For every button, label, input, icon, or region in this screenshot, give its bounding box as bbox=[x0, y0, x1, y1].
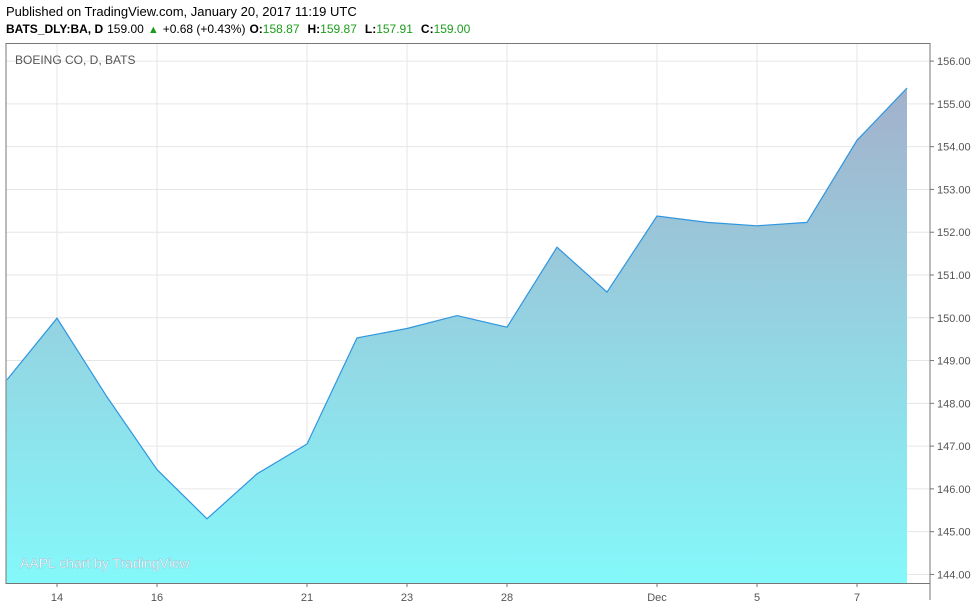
y-tick-label: 150.00 bbox=[937, 313, 971, 325]
price-line bbox=[6, 87, 908, 520]
chart-title: BOEING CO, D, BATS bbox=[15, 53, 135, 67]
quote-summary: BATS_DLY:BA, D 159.00 ▲ +0.68 (+0.43%) O:158… bbox=[6, 22, 478, 36]
last-price: 159.00 bbox=[107, 22, 144, 36]
x-tick-label: 14 bbox=[51, 592, 63, 604]
open-value: 158.87 bbox=[262, 22, 300, 36]
y-tick-label: 148.00 bbox=[937, 398, 971, 410]
price-axis[interactable]: 156.00 155.00 154.00 153.00 152.00 151.00 150.… bbox=[930, 56, 971, 581]
x-tick-label: 16 bbox=[151, 592, 163, 604]
y-tick-label: 152.00 bbox=[937, 227, 971, 239]
x-tick-label: 21 bbox=[301, 592, 313, 604]
price-change: +0.68 (+0.43%) bbox=[162, 22, 246, 36]
y-tick-label: 144.00 bbox=[937, 569, 971, 581]
high-label: H: bbox=[307, 22, 321, 36]
up-arrow-icon: ▲ bbox=[147, 24, 159, 36]
published-notice: Published on TradingView.com, January 20… bbox=[6, 4, 357, 19]
y-tick-label: 147.00 bbox=[937, 441, 971, 453]
y-tick-label: 149.00 bbox=[937, 356, 971, 368]
x-tick-label: Dec bbox=[647, 592, 667, 604]
watermark: AAPL chart by TradingView bbox=[20, 555, 191, 571]
y-tick-label: 151.00 bbox=[937, 270, 971, 282]
time-axis[interactable]: 14 16 21 23 28 Dec 5 7 bbox=[51, 583, 860, 604]
open-label: O: bbox=[249, 22, 263, 36]
low-value: 157.91 bbox=[376, 22, 413, 36]
y-tick-label: 155.00 bbox=[937, 99, 971, 111]
x-tick-label: 5 bbox=[754, 592, 760, 604]
close-label: C: bbox=[420, 22, 434, 36]
y-tick-label: 145.00 bbox=[937, 527, 971, 539]
x-tick-label: 7 bbox=[854, 592, 860, 604]
symbol-label: BATS_DLY:BA, D bbox=[6, 22, 104, 36]
y-tick-label: 156.00 bbox=[937, 56, 971, 68]
close-value: 159.00 bbox=[433, 22, 471, 36]
low-label: L: bbox=[364, 22, 377, 36]
x-tick-label: 28 bbox=[501, 592, 513, 604]
y-tick-label: 154.00 bbox=[937, 142, 971, 154]
price-area bbox=[6, 88, 907, 583]
y-tick-label: 153.00 bbox=[937, 184, 971, 196]
x-tick-label: 23 bbox=[401, 592, 413, 604]
y-tick-label: 146.00 bbox=[937, 484, 971, 496]
high-value: 159.87 bbox=[320, 22, 357, 36]
